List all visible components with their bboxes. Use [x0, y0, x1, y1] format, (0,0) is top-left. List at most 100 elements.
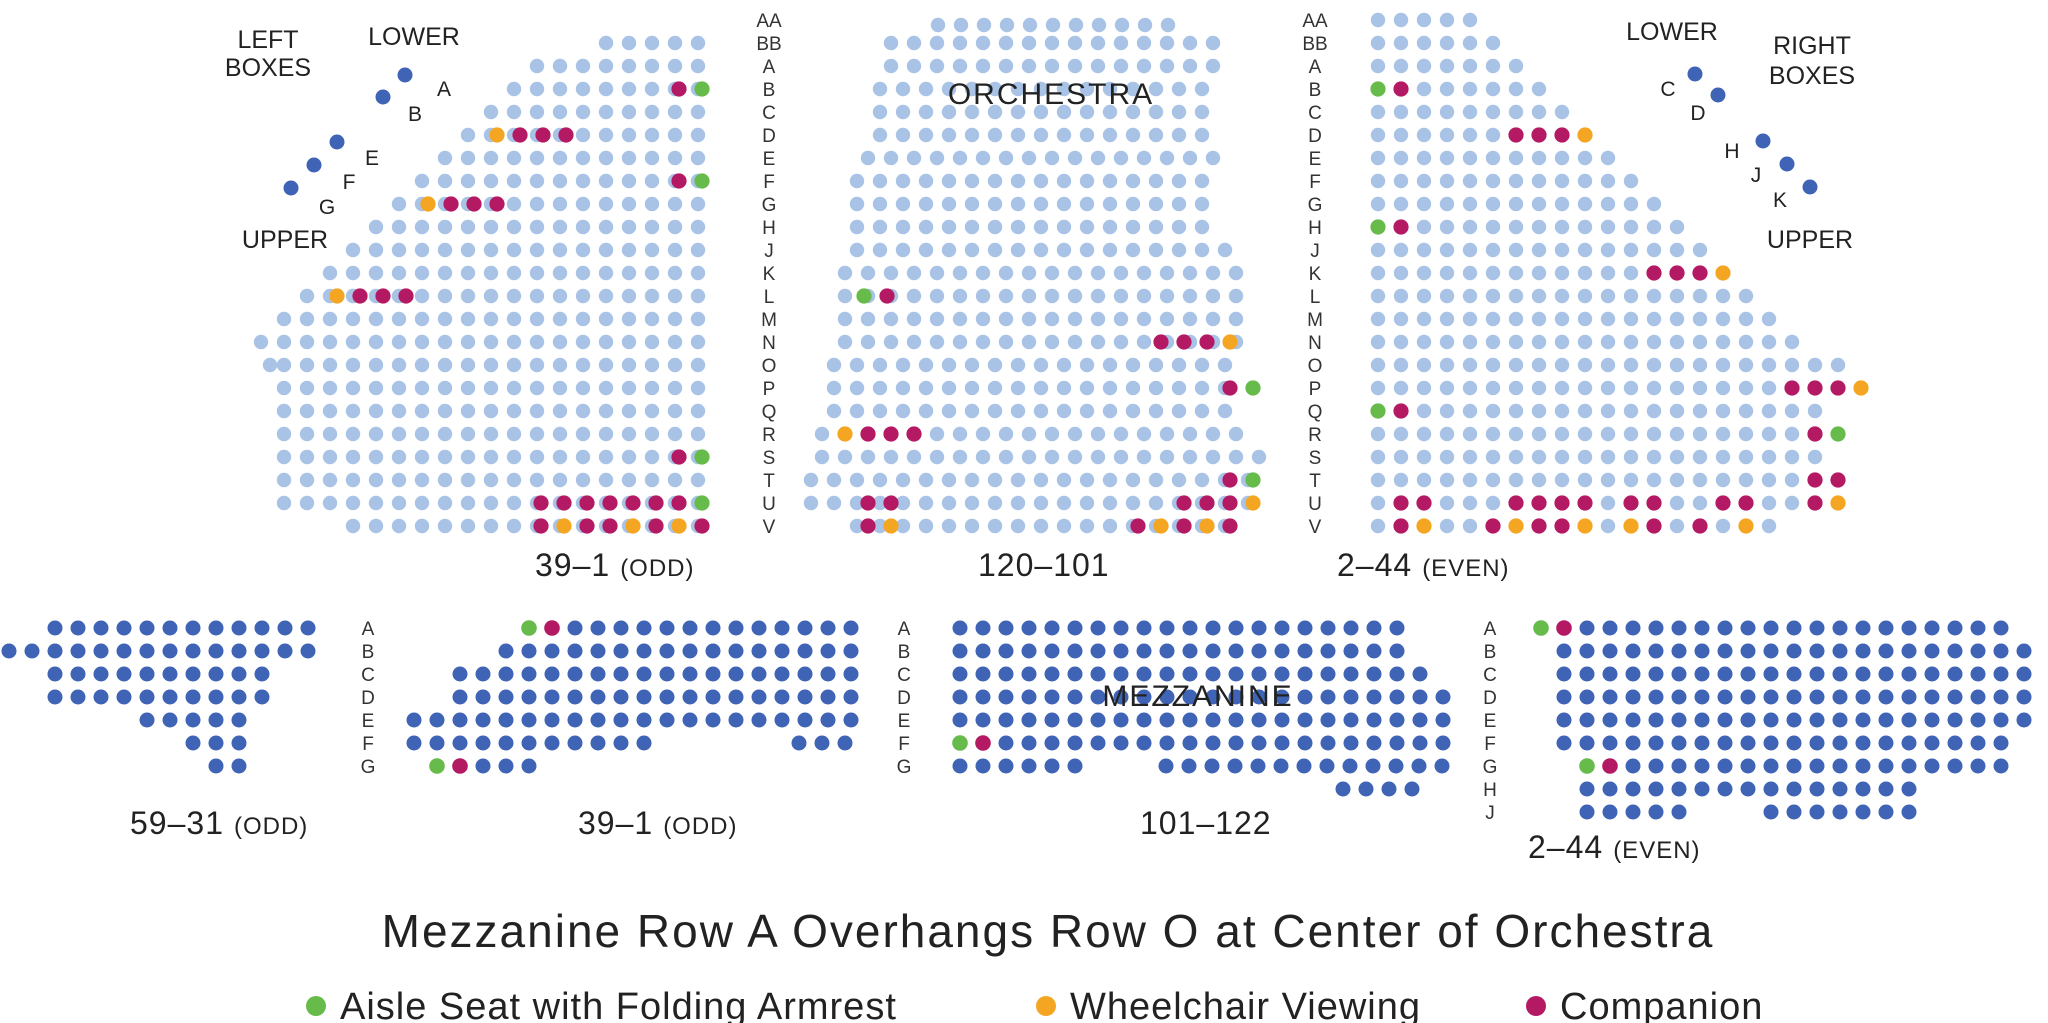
orchestra-seat: [299, 334, 315, 350]
mezzanine-seat: [93, 643, 109, 659]
orchestra-seat: [1531, 173, 1547, 189]
orchestra-seat: [1159, 426, 1175, 442]
orchestra-seat: [391, 219, 407, 235]
orchestra-seat: [1056, 380, 1072, 396]
mezzanine-seat: [1809, 666, 1825, 682]
orchestra-seat: [1439, 334, 1455, 350]
orchestra-seat: [322, 426, 338, 442]
orchestra-seat: [975, 449, 991, 465]
mezzanine-seat: [1343, 712, 1359, 728]
orchestra-seat: [1044, 288, 1060, 304]
orchestra-seat: [299, 449, 315, 465]
orchestra-seat: [529, 265, 545, 281]
aisle-seat: [429, 758, 445, 774]
orchestra-seat: [575, 357, 591, 373]
orchestra-seat: [1738, 380, 1754, 396]
wheelchair-seat: [1830, 495, 1846, 511]
orchestra-seat: [1692, 380, 1708, 396]
orchestra-seat: [1692, 495, 1708, 511]
orchestra-seat: [906, 334, 922, 350]
mezzanine-seat: [1366, 620, 1382, 636]
mezzanine-seat: [1901, 666, 1917, 682]
orchestra-seat: [483, 518, 499, 534]
mezzanine-seat: [1878, 643, 1894, 659]
companion-seat: [1508, 495, 1524, 511]
orchestra-seat: [414, 426, 430, 442]
orchestra-seat: [1692, 357, 1708, 373]
mezzanine-seat: [1993, 666, 2009, 682]
mezzanine-seat: [185, 689, 201, 705]
mezzanine-seat: [797, 620, 813, 636]
orchestra-seat: [1171, 380, 1187, 396]
orchestra-seat: [1171, 403, 1187, 419]
orchestra-seat: [1623, 380, 1639, 396]
box-letter-a: A: [437, 78, 451, 101]
mezzanine-seat: [1320, 643, 1336, 659]
orchestra-seat: [1669, 495, 1685, 511]
orchestra-seat: [437, 242, 453, 258]
orchestra-seat: [437, 288, 453, 304]
orchestra-seat: [1577, 334, 1593, 350]
companion-seat: [579, 518, 595, 534]
orchestra-seat: [1393, 12, 1409, 28]
row-label: BB: [756, 34, 781, 55]
orchestra-seat: [1090, 58, 1106, 74]
orchestra-seat: [1079, 380, 1095, 396]
orchestra-seat: [1485, 265, 1501, 281]
mezzanine-seat: [1924, 666, 1940, 682]
orchestra-seat: [644, 127, 660, 143]
orchestra-seat: [575, 288, 591, 304]
orchestra-seat: [598, 334, 614, 350]
orchestra-seat: [1485, 196, 1501, 212]
wheelchair-seat: [329, 288, 345, 304]
mezzanine-seat: [791, 735, 807, 751]
orchestra-seat: [1531, 311, 1547, 327]
mezzanine-seat: [1855, 712, 1871, 728]
mezzanine-seat: [820, 643, 836, 659]
mezzanine-seat: [843, 712, 859, 728]
orchestra-seat: [529, 288, 545, 304]
orchestra-seat: [964, 242, 980, 258]
orchestra-seat: [506, 472, 522, 488]
orchestra-seat: [1125, 403, 1141, 419]
mezzanine-seat: [1556, 643, 1572, 659]
orchestra-seat: [1113, 265, 1129, 281]
wheelchair-seat: [837, 426, 853, 442]
orchestra-seat: [1125, 104, 1141, 120]
orchestra-seat: [976, 17, 992, 33]
aisle-seat: [952, 735, 968, 751]
mezzanine-seat: [1297, 643, 1313, 659]
mezzanine-seat: [139, 689, 155, 705]
orchestra-seat: [1485, 150, 1501, 166]
orchestra-seat: [1623, 472, 1639, 488]
orchestra-seat: [621, 380, 637, 396]
orchestra-seat: [667, 242, 683, 258]
mezzanine-seat: [498, 735, 514, 751]
orchestra-seat: [1485, 449, 1501, 465]
orchestra-seat: [506, 426, 522, 442]
orchestra-seat: [1462, 265, 1478, 281]
orchestra-seat: [1079, 357, 1095, 373]
mezzanine-seat: [231, 689, 247, 705]
mezzanine-seat: [682, 689, 698, 705]
orchestra-seat: [529, 311, 545, 327]
orchestra-seat: [690, 334, 706, 350]
box-seat: [1779, 156, 1795, 172]
orchestra-seat: [1577, 472, 1593, 488]
mezzanine-seat: [544, 643, 560, 659]
orchestra-seat: [1462, 426, 1478, 442]
mezzanine-seat: [1205, 712, 1221, 728]
orchestra-seat: [1554, 265, 1570, 281]
orchestra-seat: [814, 426, 830, 442]
row-label: C: [1483, 665, 1497, 686]
orchestra-seat: [598, 219, 614, 235]
mezzanine-seat: [1947, 666, 1963, 682]
wheelchair-seat: [1738, 518, 1754, 534]
companion-seat: [671, 81, 687, 97]
orchestra-seat: [872, 495, 888, 511]
orchestra-seat: [1393, 357, 1409, 373]
orchestra-seat: [883, 58, 899, 74]
orchestra-seat: [952, 58, 968, 74]
orchestra-seat: [975, 58, 991, 74]
orchestra-seat: [460, 150, 476, 166]
